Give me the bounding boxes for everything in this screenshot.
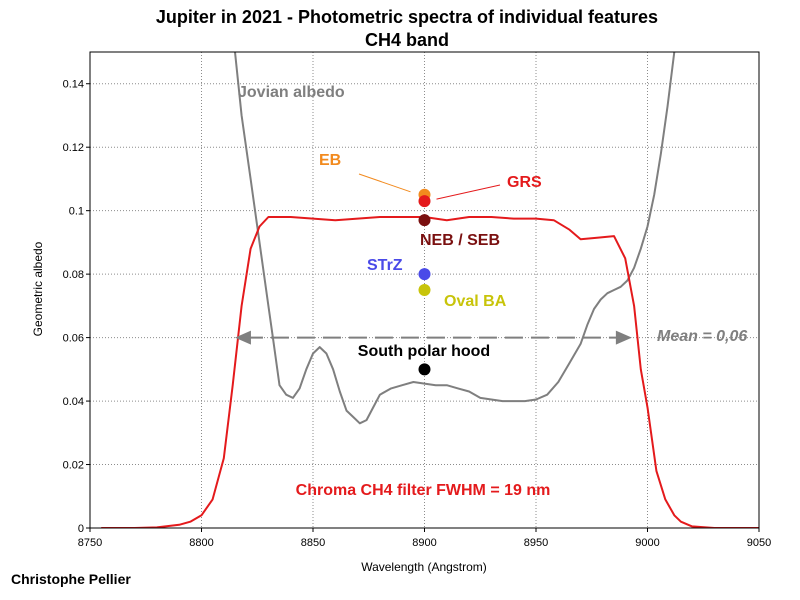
y-tick-label: 0.14 xyxy=(63,79,84,91)
mean-arrow-left xyxy=(234,330,251,345)
plot-area xyxy=(101,52,759,528)
y-tick-label: 0 xyxy=(78,523,84,535)
data-point-strz xyxy=(418,268,431,281)
x-tick-label: 9050 xyxy=(747,537,771,549)
x-tick-label: 8800 xyxy=(189,537,213,549)
leader-line-eb xyxy=(358,173,411,193)
grid xyxy=(90,52,759,528)
y-tick-label: 0.04 xyxy=(63,396,84,408)
data-point-oval-ba xyxy=(418,284,431,296)
marker-label-eb: EB xyxy=(319,152,341,169)
marker-label-strz: STrZ xyxy=(367,257,403,274)
x-tick-label: 9000 xyxy=(635,537,659,549)
jovian-albedo-label: Jovian albedo xyxy=(238,84,345,101)
marker-label-grs: GRS xyxy=(507,174,542,191)
filter-label: Chroma CH4 filter FWHM = 19 nm xyxy=(296,482,551,499)
leader-line-grs xyxy=(436,184,501,200)
x-tick-label: 8850 xyxy=(301,537,325,549)
y-axis-ticks: 0 0.02 0.04 0.06 0.08 0.1 0.12 0.14 xyxy=(63,79,90,535)
x-tick-label: 8950 xyxy=(524,537,548,549)
series-line-filter xyxy=(101,216,759,528)
chart-title: Jupiter in 2021 - Photometric spectra of… xyxy=(156,7,658,27)
y-tick-label: 0.02 xyxy=(63,460,84,472)
data-point-neb-seb xyxy=(418,214,431,227)
y-tick-label: 0.12 xyxy=(63,142,84,154)
x-axis-label: Wavelength (Angstrom) xyxy=(361,560,487,574)
plot-frame xyxy=(89,51,760,529)
marker-label-oval-ba: Oval BA xyxy=(444,293,507,310)
marker-label-neb-seb: NEB / SEB xyxy=(420,232,500,249)
y-axis-label: Geometric albedo xyxy=(31,241,45,336)
y-tick-label: 0.06 xyxy=(63,333,84,345)
x-tick-label: 8900 xyxy=(412,537,436,549)
author-credit: Christophe Pellier xyxy=(11,571,131,587)
mean-arrow-right xyxy=(615,330,632,345)
series-line-jovian-albedo xyxy=(234,52,676,425)
data-point-grs xyxy=(418,195,431,208)
marker-label-south-polar-hood: South polar hood xyxy=(358,343,490,360)
x-axis-ticks: 8750 8800 8850 8900 8950 9000 9050 xyxy=(78,528,771,549)
y-tick-label: 0.1 xyxy=(69,206,84,218)
data-point-south-polar-hood xyxy=(418,363,431,376)
y-tick-label: 0.08 xyxy=(63,269,84,281)
mean-label: Mean = 0,06 xyxy=(657,328,747,345)
chart-subtitle: CH4 band xyxy=(365,30,449,50)
x-tick-label: 8750 xyxy=(78,537,102,549)
